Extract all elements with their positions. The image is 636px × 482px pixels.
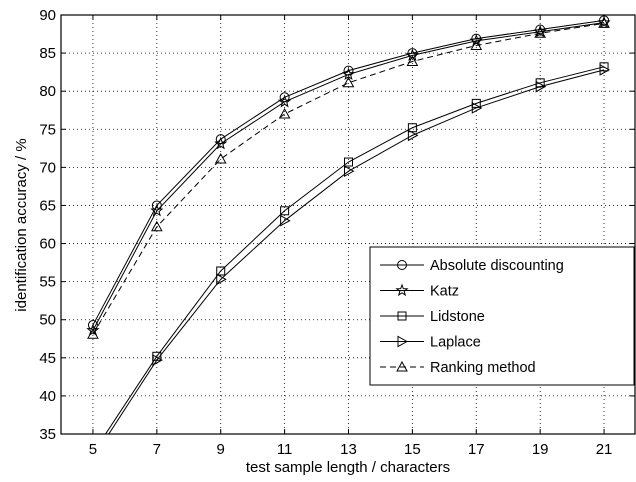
data-point: [599, 64, 611, 76]
series-line: [92, 22, 605, 331]
x-tick-label: 9: [217, 441, 225, 458]
data-point: [280, 206, 290, 216]
legend-marker: [395, 283, 409, 297]
x-tick-label: 7: [153, 441, 161, 458]
series-line: [92, 19, 605, 326]
x-tick-label: 21: [596, 441, 613, 458]
legend: Absolute discounting Katz Lidstone Laplace R…: [369, 246, 635, 386]
axes: [60, 14, 636, 435]
data-point: [280, 214, 291, 227]
y-tick-label: 50: [39, 312, 56, 329]
x-tick-label: 15: [404, 441, 421, 458]
legend-label: Ranking method: [430, 360, 536, 376]
legend-label: Lidstone: [430, 309, 485, 325]
x-tick-label: 17: [468, 441, 485, 458]
data-point: [598, 17, 610, 28]
y-tick-label: 75: [39, 121, 56, 138]
data-point: [471, 102, 483, 114]
data-point: [406, 55, 419, 66]
x-tick-label: 5: [89, 441, 97, 458]
data-point: [341, 67, 356, 81]
x-tick-label: 11: [277, 441, 293, 458]
y-tick-label: 60: [39, 236, 56, 253]
series-line: [108, 69, 605, 434]
y-tick-label: 35: [39, 426, 56, 443]
data-point: [216, 273, 227, 286]
data-point: [278, 108, 291, 119]
data-point: [470, 39, 483, 50]
legend-label: Laplace: [430, 335, 481, 351]
y-tick-label: 55: [39, 274, 56, 291]
data-point: [214, 152, 227, 164]
data-point: [150, 203, 164, 217]
y-tick-label: 85: [39, 45, 56, 62]
data-point: [86, 323, 100, 337]
y-tick-label: 40: [39, 388, 56, 405]
legend-marker: [397, 260, 407, 270]
y-tick-label: 80: [39, 83, 56, 100]
x-axis-label: test sample length / characters: [246, 459, 450, 476]
data-point: [344, 157, 353, 167]
series-line: [104, 66, 605, 434]
data-point: [150, 220, 163, 232]
legend-label: Absolute discounting: [430, 258, 564, 274]
y-tick-label: 65: [39, 197, 56, 214]
data-point: [214, 136, 228, 150]
y-tick-label: 70: [39, 159, 56, 176]
legend-marker: [397, 311, 407, 321]
tick-labels: 5 7 9 11 13 15 17 19 21 35 40 45 50 55 60 65 70 75 80 85 90: [39, 7, 612, 458]
data-point: [405, 48, 419, 61]
data-point: [534, 27, 547, 38]
series-laplace: [108, 64, 611, 434]
series-group: [86, 15, 611, 434]
data-point: [535, 80, 547, 93]
data-point: [597, 15, 611, 29]
data-point: [342, 76, 355, 88]
y-axis-label: identification accuracy / %: [13, 138, 30, 311]
x-tick-label: 19: [532, 441, 549, 458]
data-point: [533, 24, 547, 38]
series-katz: [86, 15, 611, 337]
legend-marker: [396, 360, 408, 372]
data-point: [278, 94, 292, 108]
x-tick-label: 13: [340, 441, 357, 458]
data-point: [152, 354, 163, 366]
data-point: [216, 266, 226, 276]
data-point: [344, 165, 355, 178]
y-tick-label: 45: [39, 350, 56, 367]
legend-marker: [397, 335, 409, 348]
data-point: [87, 328, 99, 339]
data-point: [469, 33, 483, 47]
data-point: [407, 123, 417, 133]
legend-label: Katz: [430, 284, 459, 300]
series-ranking-method: [87, 17, 610, 339]
data-point: [407, 129, 419, 142]
data-point: [343, 65, 354, 76]
y-tick-label: 90: [39, 7, 56, 24]
series-line: [92, 22, 605, 335]
